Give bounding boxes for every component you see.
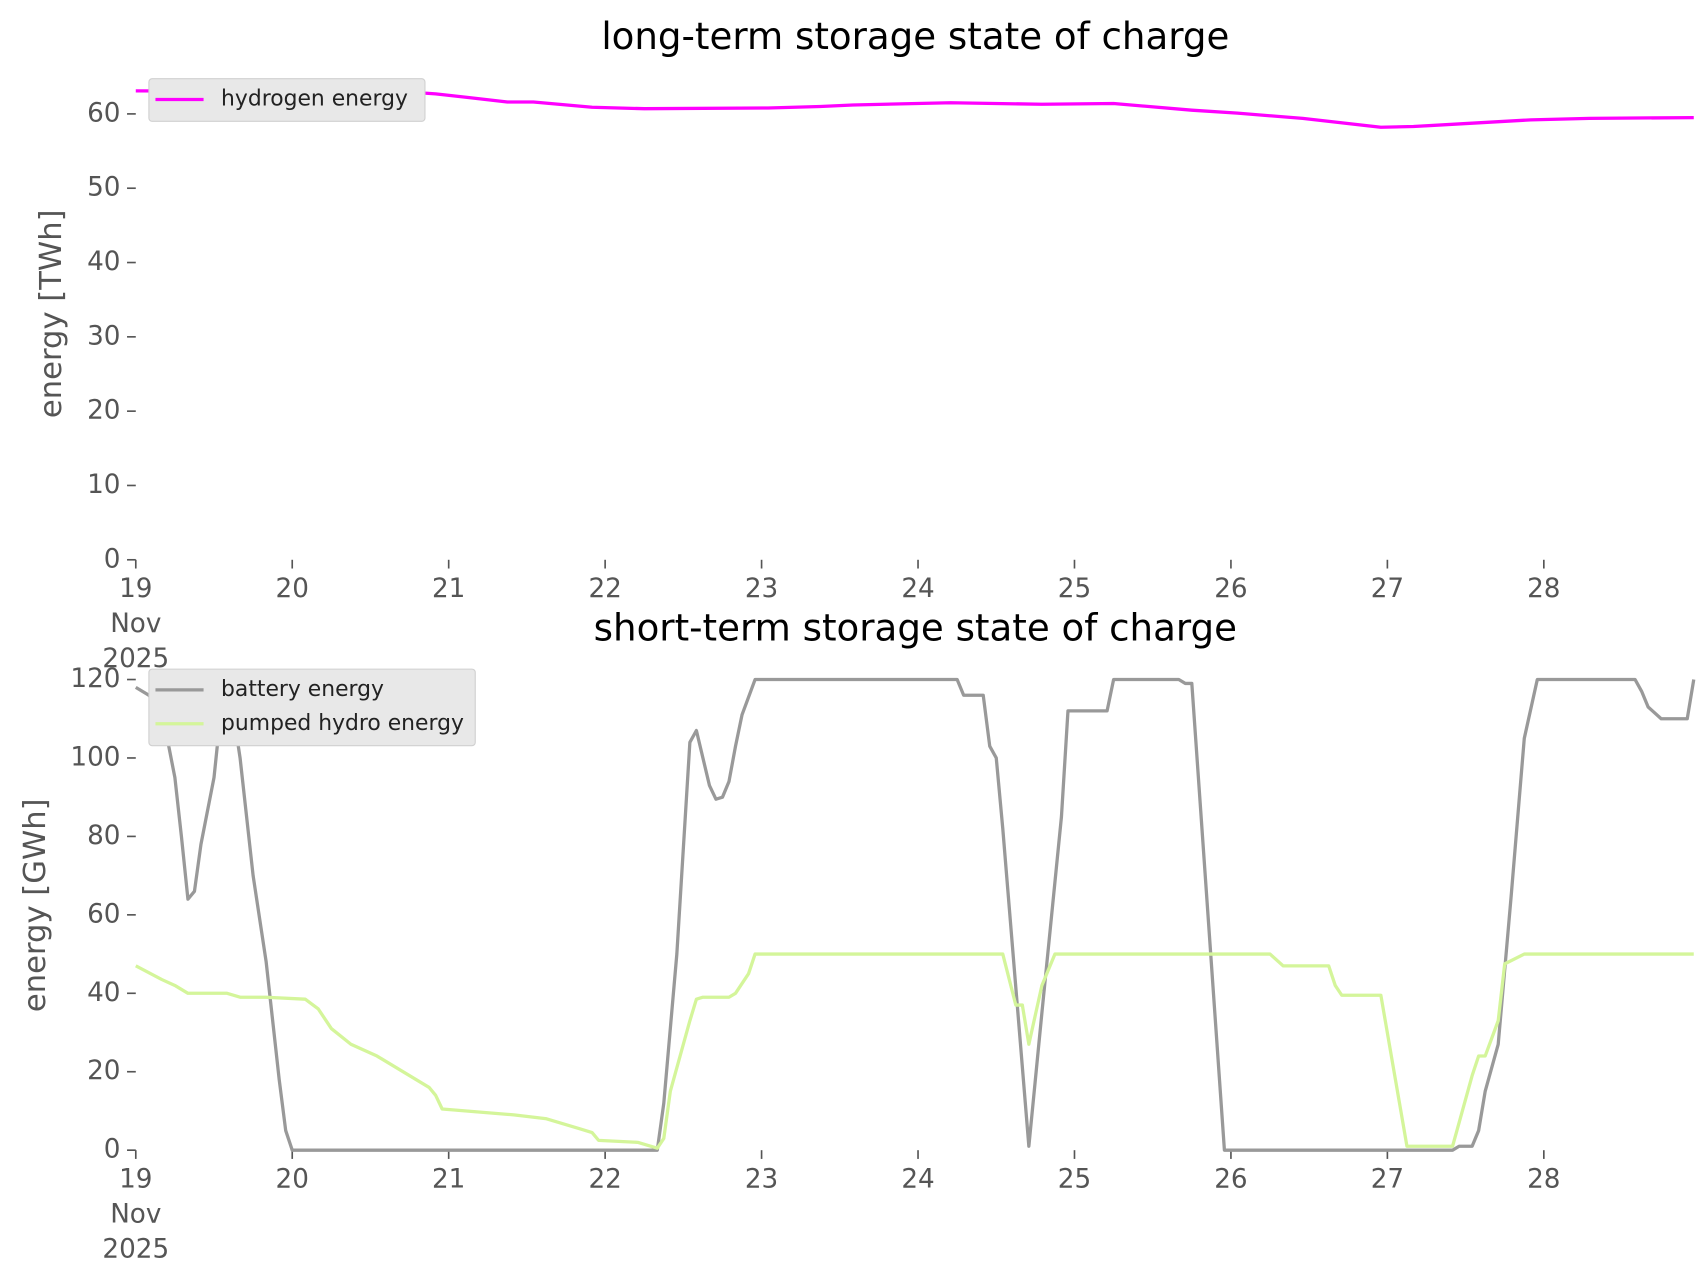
y-tick-label: 50 <box>87 173 120 203</box>
y-tick-label: 60 <box>87 98 120 128</box>
y-tick-label: 100 <box>70 742 120 772</box>
x-tick-label: 24 <box>901 1164 934 1194</box>
x-tick-label: 27 <box>1371 1164 1404 1194</box>
x-tick-label: 27 <box>1371 574 1404 604</box>
x-tick-label: 20 <box>276 574 309 604</box>
x-tick-label: 19 Nov 2025 <box>102 574 169 674</box>
chart-title: short-term storage state of charge <box>594 605 1237 649</box>
legend-box <box>148 78 426 122</box>
series-line <box>134 677 1696 1152</box>
x-tick-label: 26 <box>1214 574 1247 604</box>
y-tick-label: 40 <box>87 247 120 277</box>
x-tick-label: 23 <box>745 574 778 604</box>
y-tick-label: 0 <box>104 1135 121 1165</box>
y-tick-label: 60 <box>87 899 120 929</box>
y-tick-label: 30 <box>87 321 120 351</box>
y-tick-label: 20 <box>87 1056 120 1086</box>
x-tick-label: 25 <box>1058 1164 1091 1194</box>
x-tick-label: 26 <box>1214 1164 1247 1194</box>
x-tick-label: 25 <box>1058 574 1091 604</box>
x-tick-label: 19 Nov 2025 <box>102 1164 169 1264</box>
x-tick-label: 20 <box>276 1164 309 1194</box>
series-line <box>135 952 1694 1150</box>
y-axis-label: energy [GWh] <box>18 798 53 1012</box>
legend-box <box>148 668 476 747</box>
x-tick-label: 22 <box>588 574 621 604</box>
x-tick-label: 24 <box>901 574 934 604</box>
x-tick-label: 21 <box>432 1164 465 1194</box>
legend-label: pumped hydro energy <box>221 711 464 736</box>
y-tick-label: 40 <box>87 978 120 1008</box>
x-tick-label: 28 <box>1527 574 1560 604</box>
legend-label: hydrogen energy <box>221 86 408 111</box>
x-tick-label: 28 <box>1527 1164 1560 1194</box>
y-tick-label: 80 <box>87 821 120 851</box>
legend-label: battery energy <box>221 677 384 702</box>
y-tick-label: 120 <box>70 664 120 694</box>
y-axis-label: energy [TWh] <box>34 209 69 418</box>
chart-title: long-term storage state of charge <box>601 14 1229 58</box>
series-line <box>135 89 1694 129</box>
x-tick-label: 23 <box>745 1164 778 1194</box>
x-tick-label: 22 <box>588 1164 621 1194</box>
y-tick-label: 0 <box>104 544 121 574</box>
x-tick-label: 21 <box>432 574 465 604</box>
y-tick-label: 10 <box>87 470 120 500</box>
y-tick-label: 20 <box>87 396 120 426</box>
